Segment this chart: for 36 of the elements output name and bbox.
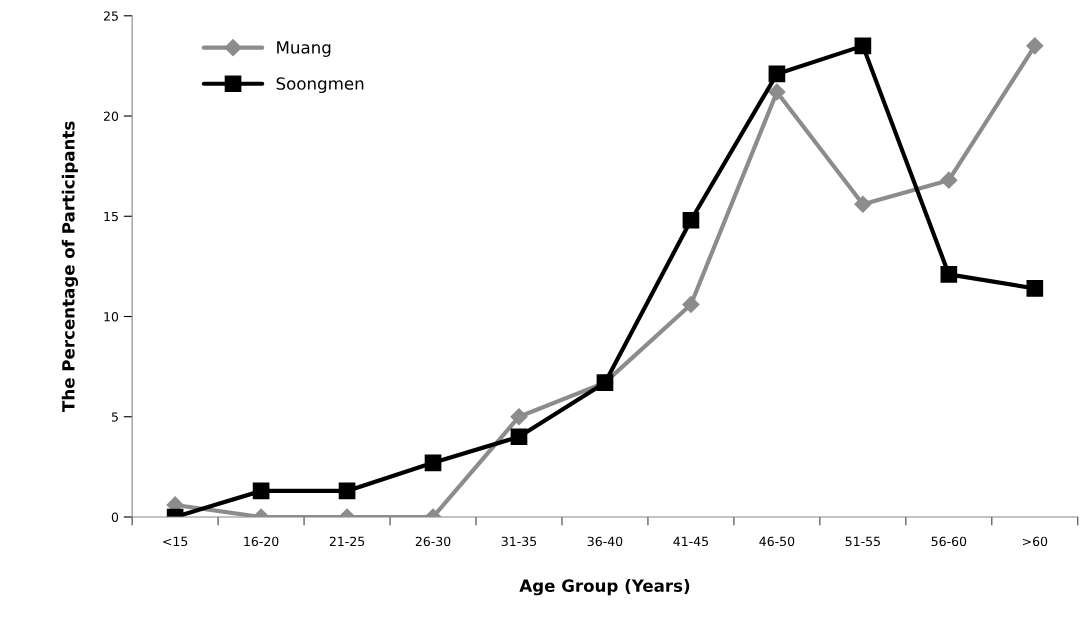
x-tick-label: 36-40 [587, 536, 623, 547]
point [854, 37, 872, 55]
point [424, 454, 442, 472]
x-axis-title: Age Group (Years) [519, 579, 690, 596]
point [768, 65, 786, 83]
legend-label: Muang [277, 41, 331, 57]
x-tick-label: >60 [1022, 536, 1048, 547]
point [768, 83, 786, 101]
y-tick-label: 25 [103, 11, 118, 21]
y-tick-label: 10 [104, 311, 119, 322]
y-tick-label: 5 [111, 412, 118, 422]
point [338, 482, 356, 500]
y-tick-label: 15 [104, 211, 118, 222]
x-tick-label: 51-55 [845, 536, 880, 547]
y-tick-label: 0 [111, 512, 119, 522]
point [940, 171, 958, 189]
point [1026, 37, 1044, 55]
y-tick-label: 20 [103, 111, 119, 121]
x-tick-label: 46-50 [759, 536, 795, 547]
point [510, 428, 528, 446]
point [940, 266, 958, 283]
x-tick-label: 16-20 [244, 536, 279, 547]
point [854, 195, 872, 213]
x-tick-label: <15 [163, 536, 188, 547]
x-tick-label: 56-60 [931, 536, 967, 547]
point [1026, 280, 1044, 297]
point [252, 482, 270, 500]
x-tick-label: 21-25 [329, 536, 365, 547]
point [682, 295, 700, 314]
point [510, 408, 528, 426]
x-tick-label: 41-45 [673, 536, 709, 547]
legend-label: Soongmen [276, 77, 364, 94]
x-tick-label: 26-30 [415, 536, 451, 547]
y-axis-title: The Percentage of Participants [61, 121, 79, 412]
point [682, 211, 700, 229]
x-tick-label: 31-35 [501, 536, 537, 547]
